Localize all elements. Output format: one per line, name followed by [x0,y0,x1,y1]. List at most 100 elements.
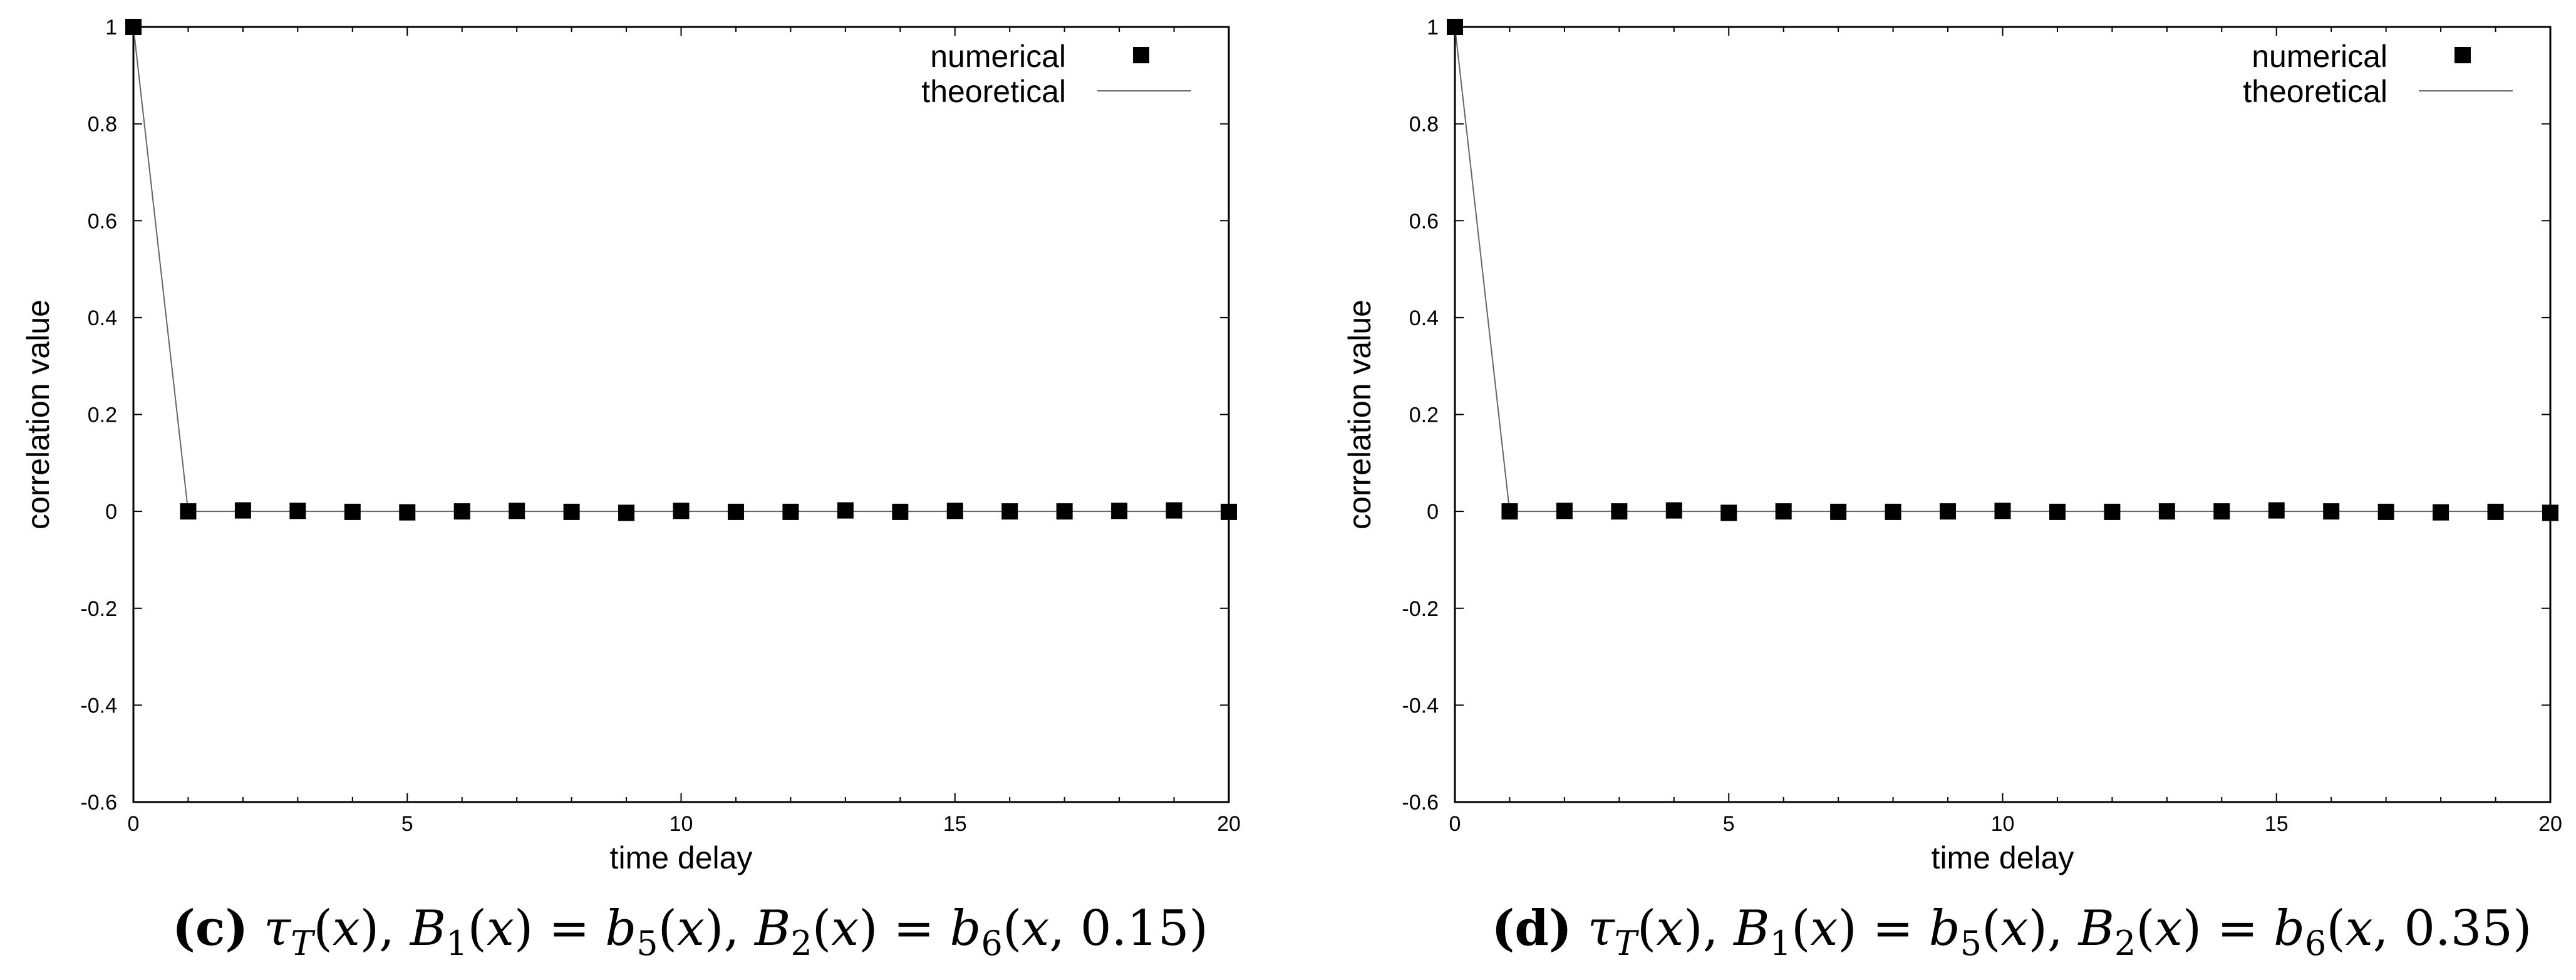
caption-formula-part: B [753,900,790,957]
numerical-point [782,503,799,520]
numerical-point [837,502,854,519]
caption-formula: τT(x), B1(x) = b5(x), B2(x) = b6(x, 0.15… [264,900,1208,963]
numerical-point [563,503,580,520]
y-tick-label: 0.8 [1409,113,1439,137]
legend-label-theoretical: theoretical [2243,74,2387,109]
y-tick-label: 0.2 [88,404,117,427]
x-tick-label: 10 [1991,812,2015,836]
numerical-point [2542,504,2558,521]
numerical-point [1885,503,1901,520]
y-tick-label: 0.2 [1409,404,1439,427]
numerical-point [2487,503,2504,520]
caption-formula-part: ) = [1838,900,1928,957]
caption-formula-part: B [1732,900,1769,957]
caption-formula-part: x [1022,900,1049,957]
x-tick-label: 20 [1217,812,1241,836]
numerical-point [2268,502,2285,519]
numerical-point [727,503,744,520]
x-tick-label: 0 [1449,812,1461,836]
caption-formula-part: B [2077,900,2114,957]
numerical-point [1111,503,1128,519]
numerical-point [1775,503,1792,520]
numerical-point [125,19,142,35]
caption-formula-part: ), [360,900,410,957]
numerical-point [2104,503,2121,520]
caption-formula-part: x [487,900,514,957]
caption-subscript: 5 [636,924,658,963]
x-tick-label: 10 [670,812,693,836]
caption-subscript: 1 [446,924,467,963]
x-tick-label: 5 [1723,812,1735,836]
y-tick-label: -0.6 [1402,791,1439,815]
numerical-point [2433,504,2449,521]
legend-label-theoretical: theoretical [921,74,1066,109]
numerical-point [1611,503,1628,520]
caption-formula-part: ( [2326,900,2345,957]
caption-formula-part: x [333,900,360,957]
caption-subscript: 2 [2114,924,2136,963]
x-axis-label: time delay [610,840,753,875]
numerical-point [2377,503,2394,520]
x-tick-label: 0 [128,812,140,836]
numerical-point [509,503,525,519]
y-tick-label: 0 [1427,500,1439,524]
y-tick-label: 0 [105,500,117,524]
caption-formula-part: ( [812,900,831,957]
panel-caption: (c) τT(x), B1(x) = b5(x), B2(x) = b6(x, … [172,900,1208,963]
numerical-point [2049,503,2066,520]
caption-space [1572,900,1588,957]
numerical-point [946,503,963,519]
caption-formula-part: x [831,900,859,957]
caption-label: (d) [1491,900,1571,957]
caption-formula-part: ( [1637,900,1656,957]
caption-formula-part: ) = [2183,900,2273,957]
caption-subscript: T [1615,924,1640,963]
caption-formula-part: , 0.35) [2373,900,2532,957]
numerical-point [399,504,416,521]
caption-formula-part: b [1929,900,1960,957]
caption-subscript: T [291,924,316,963]
caption-subscript: 2 [790,924,812,963]
numerical-point [453,503,470,520]
numerical-point [1830,503,1847,520]
numerical-point [1556,503,1573,519]
numerical-point [618,504,635,521]
x-tick-label: 20 [2538,812,2562,836]
legend-label-numerical: numerical [2252,39,2387,74]
numerical-point [2323,503,2340,520]
numerical-point [1447,19,1463,35]
panel-caption: (d) τT(x), B1(x) = b5(x), B2(x) = b6(x, … [1491,900,2532,963]
y-tick-label: 1 [105,16,117,39]
caption-subscript: 1 [1770,924,1791,963]
caption-formula-part: ), [2029,900,2079,957]
y-axis-label: correlation value [21,300,56,529]
caption-formula-part: ( [313,900,332,957]
caption-formula-part: τ [264,900,292,957]
numerical-point [1166,502,1182,519]
y-tick-label: -0.2 [80,597,117,621]
caption-subscript: 6 [2305,924,2326,963]
x-tick-label: 5 [401,812,413,836]
y-tick-label: -0.4 [1402,694,1439,717]
x-tick-label: 15 [2265,812,2289,836]
numerical-point [289,503,306,519]
legend-marker-numerical [1133,47,1149,63]
caption-formula: τT(x), B1(x) = b5(x), B2(x) = b6(x, 0.35… [1588,900,2532,963]
caption-formula-part: b [605,900,636,957]
numerical-point [234,502,251,519]
y-tick-label: 0.6 [88,209,117,233]
legend-label-numerical: numerical [930,39,1066,74]
caption-space [248,900,264,957]
caption-subscript: 5 [1960,924,1982,963]
numerical-point [892,503,909,520]
x-axis-label: time delay [1932,840,2074,875]
y-tick-label: 0.4 [88,306,117,330]
x-tick-label: 15 [943,812,967,836]
caption-formula-part: b [950,900,981,957]
y-tick-label: -0.2 [1402,597,1439,621]
y-axis-label: correlation value [1342,300,1377,529]
caption-formula-part: ( [2136,900,2154,957]
numerical-point [1221,503,1237,520]
